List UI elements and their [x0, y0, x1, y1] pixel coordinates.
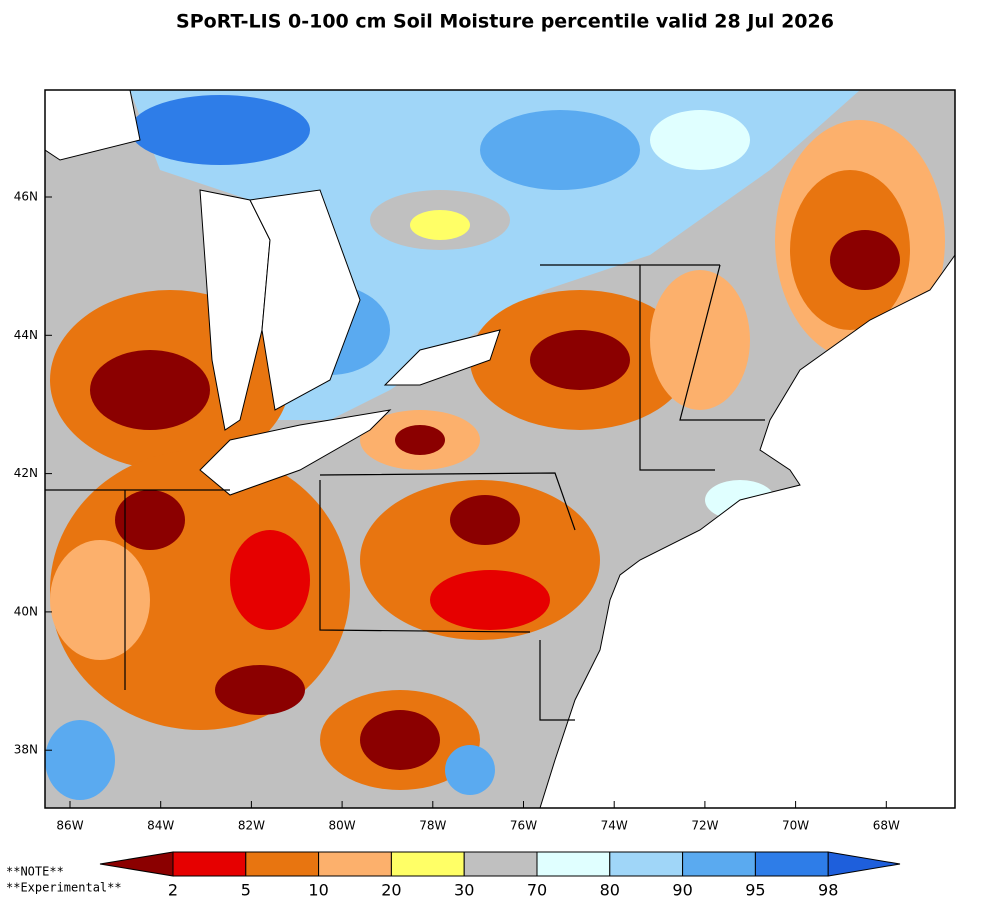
region: [90, 350, 210, 430]
axes: 46N 44N 42N 40N 38N 86W 84W 82W 80W 78W 76W 74W 72W 7…: [14, 190, 900, 833]
lon-label: 72W: [691, 819, 718, 833]
region: [445, 745, 495, 795]
lon-label: 86W: [56, 819, 83, 833]
lat-label: 40N: [14, 604, 38, 618]
lon-label: 82W: [238, 819, 265, 833]
colorbar-box: [682, 851, 756, 877]
note: **Experimental**: [6, 881, 122, 895]
colorbar-box: [536, 851, 611, 877]
lat-label: 46N: [14, 190, 38, 204]
colorbar-label: 30: [454, 881, 474, 900]
map-frame: [44, 89, 956, 809]
colorbar-label: 20: [381, 881, 401, 900]
region: [530, 330, 630, 390]
lat-label: 44N: [14, 328, 38, 342]
colorbar-box: [463, 851, 538, 877]
lon-label: 80W: [329, 819, 356, 833]
lat-label: 42N: [14, 466, 38, 480]
region: [430, 570, 550, 630]
colorbar-label: 2: [168, 881, 178, 900]
colorbar-end: [99, 851, 174, 877]
region: [130, 95, 310, 165]
borders: [45, 264, 765, 721]
lat-label: 38N: [14, 743, 38, 757]
region: [230, 530, 310, 630]
lon-label: 70W: [782, 819, 809, 833]
lon-label: 78W: [419, 819, 446, 833]
colorbar-box: [245, 851, 320, 877]
lake-ontario: [383, 329, 501, 386]
region: [215, 665, 305, 715]
region: [115, 490, 185, 550]
lon-label: 68W: [873, 819, 900, 833]
colorbar-label: 80: [600, 881, 620, 900]
colorbar-label: 98: [818, 881, 838, 900]
region: [410, 210, 470, 240]
region: [650, 110, 750, 170]
colorbar-box: [172, 851, 247, 877]
region: [650, 270, 750, 410]
colorbar-label: 70: [527, 881, 547, 900]
colorbar-label: 90: [672, 881, 692, 900]
colorbar-box: [609, 851, 684, 877]
region: [50, 540, 150, 660]
lon-label: 84W: [147, 819, 174, 833]
region: [395, 425, 445, 455]
lon-label: 76W: [510, 819, 537, 833]
colorbar-label: 10: [308, 881, 328, 900]
colorbar-box: [318, 851, 392, 877]
map: [45, 90, 955, 808]
colorbar: 2 5 10 20 30 70 80 90 95 98: [99, 851, 901, 900]
region: [480, 110, 640, 190]
region: [450, 495, 520, 545]
title: SPoRT-LIS 0-100 cm Soil Moisture percent…: [176, 11, 834, 33]
lake-erie: [199, 409, 392, 496]
note: **NOTE**: [6, 865, 64, 879]
region: [45, 720, 115, 800]
lake-superior: [45, 90, 141, 161]
lake-huron: [249, 189, 361, 411]
colorbar-box: [754, 851, 829, 877]
colorbar-end: [827, 851, 901, 877]
lon-label: 74W: [601, 819, 628, 833]
colorbar-box: [390, 851, 465, 877]
region: [830, 230, 900, 290]
ocean: [539, 254, 955, 808]
colorbar-label: 95: [745, 881, 765, 900]
colorbar-label: 5: [241, 881, 251, 900]
region: [360, 710, 440, 770]
